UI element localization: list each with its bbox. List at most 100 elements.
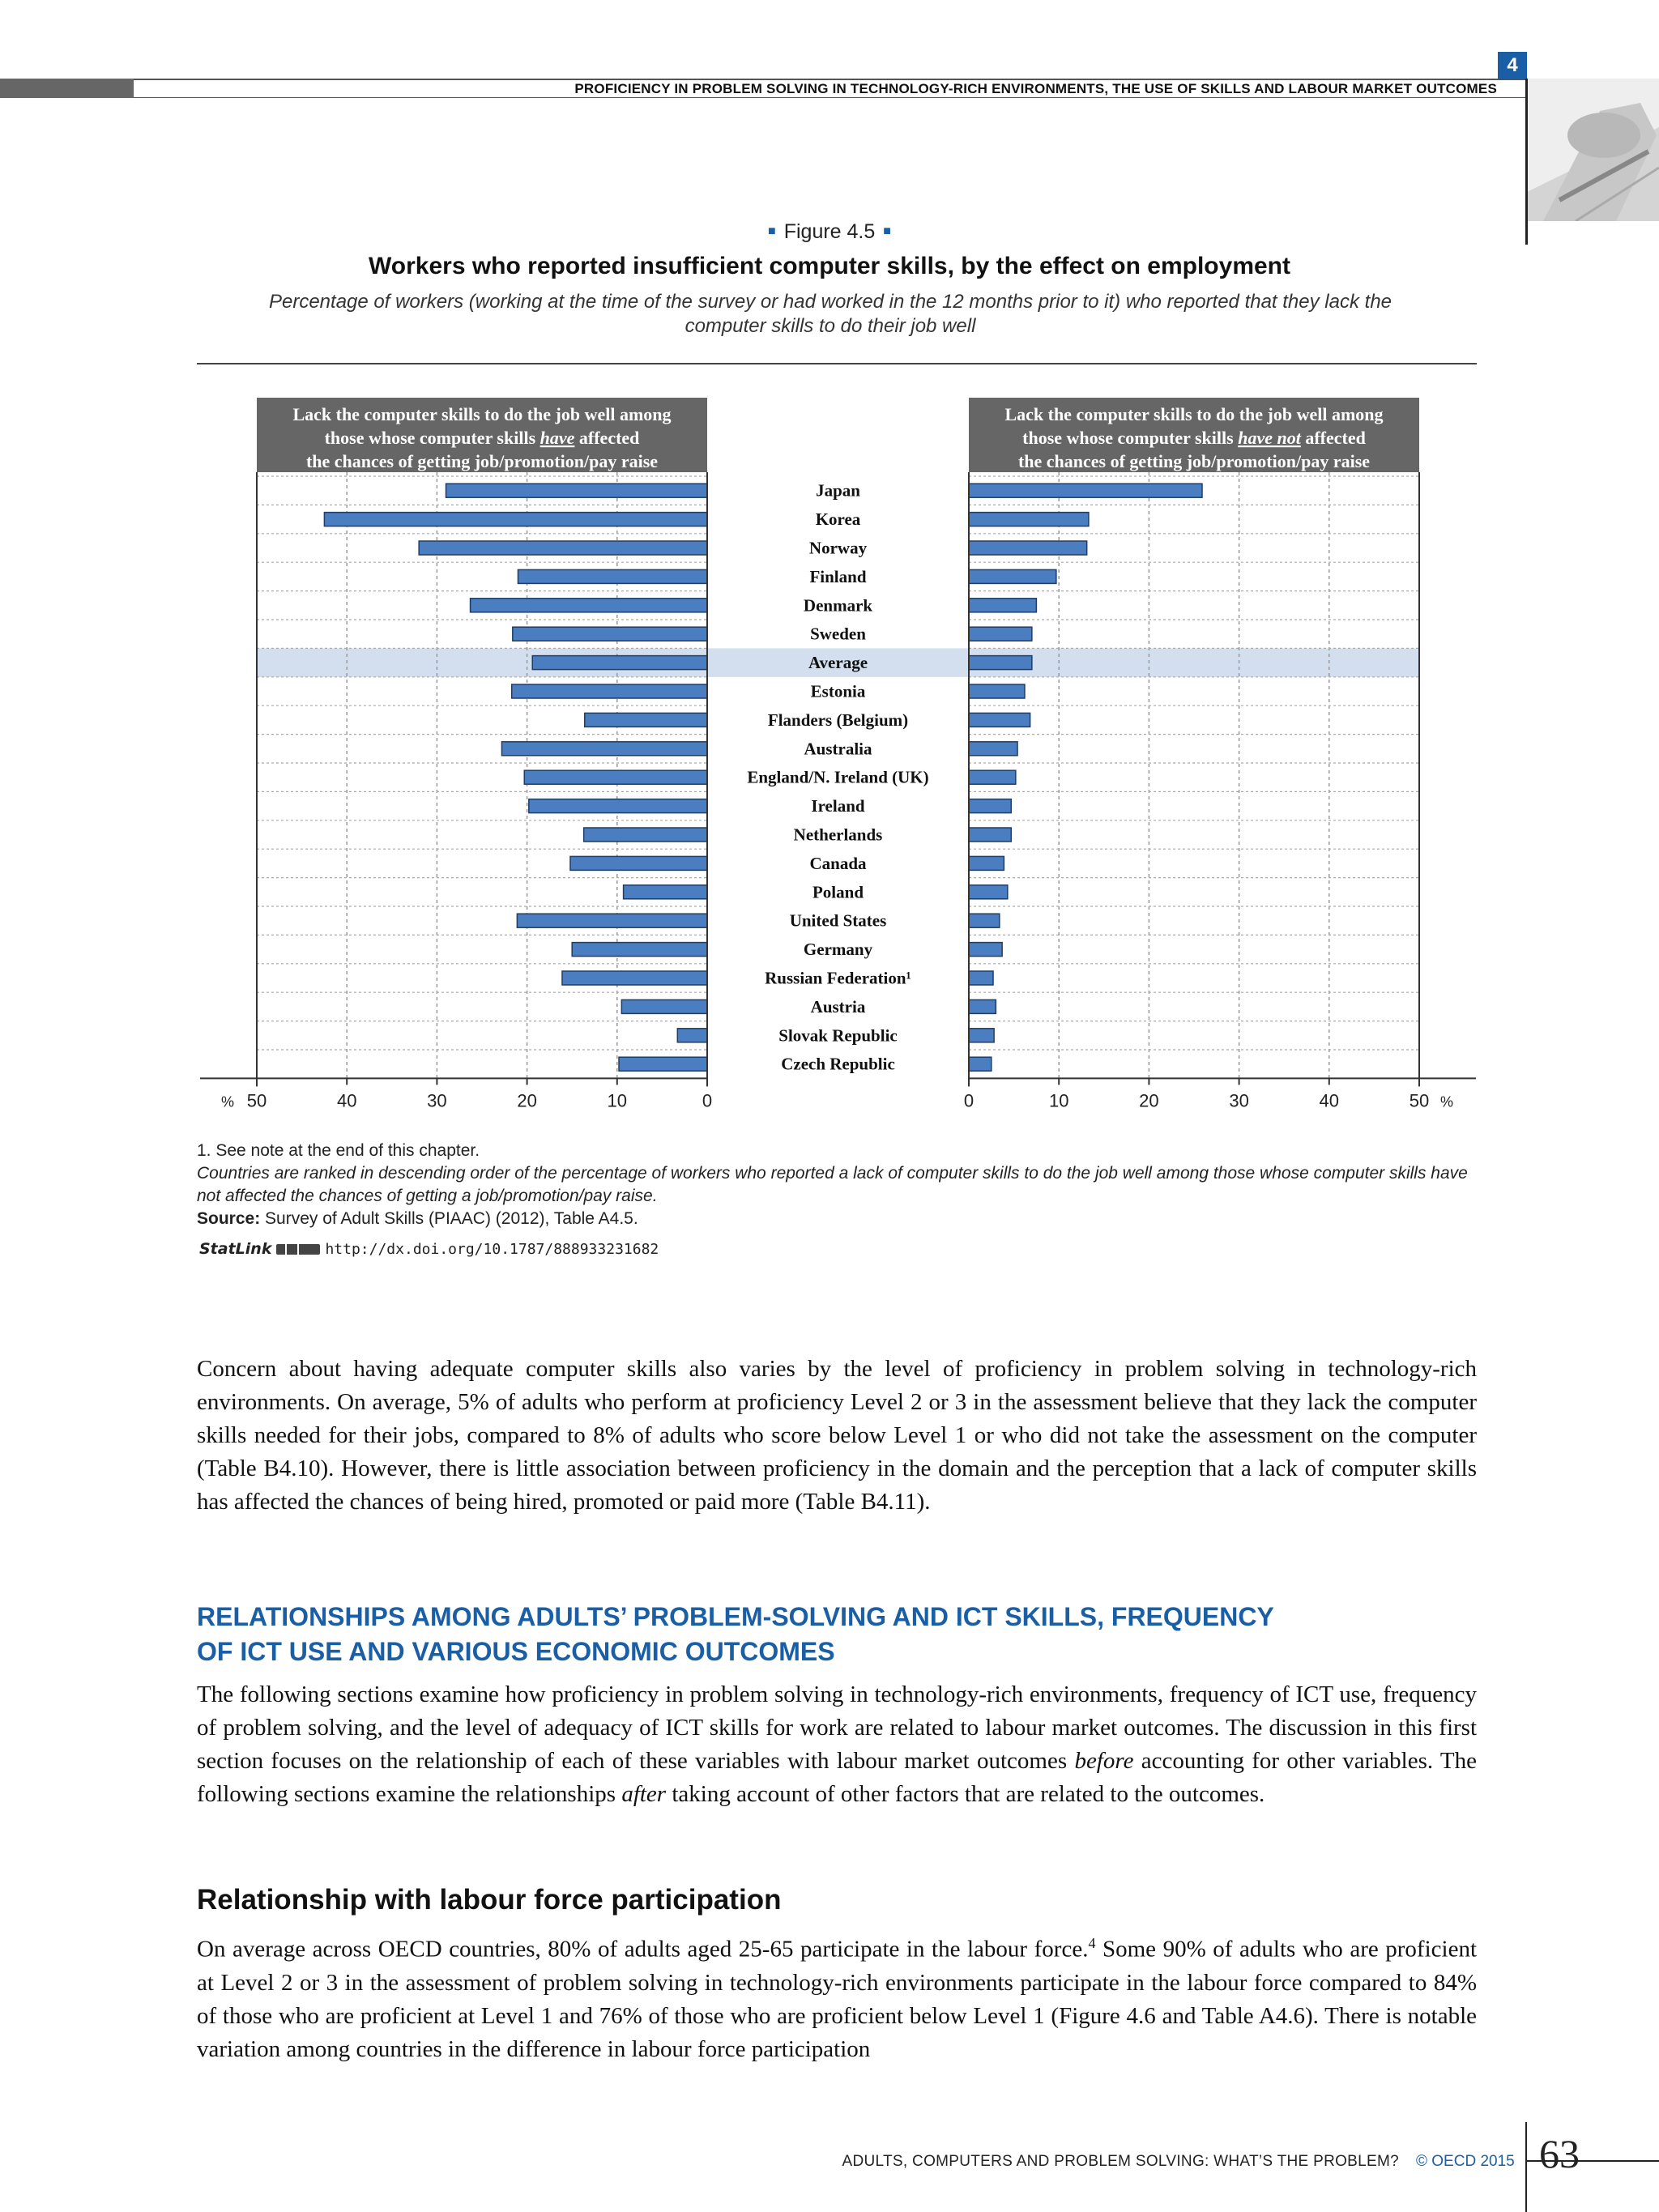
bar-right xyxy=(968,884,1009,900)
bar-left xyxy=(584,712,708,728)
category-label: Korea xyxy=(816,509,861,529)
category-label: Germany xyxy=(804,940,873,959)
category-label: United States xyxy=(790,911,887,931)
figure-chart: Lack the computer skills to do the job w… xyxy=(200,398,1476,1110)
bar-left xyxy=(469,598,708,613)
bar-right xyxy=(968,1056,992,1072)
figure-title: Workers who reported insufficient comput… xyxy=(369,253,1290,279)
bar-right xyxy=(968,626,1033,641)
body-paragraph-1: Concern about having adequate computer s… xyxy=(197,1356,1477,1515)
category-label: Denmark xyxy=(804,595,872,615)
bar-right xyxy=(968,540,1088,556)
left-axis-tick-label: 30 xyxy=(427,1090,446,1110)
right-axis-tick-label: 20 xyxy=(1139,1090,1158,1110)
left-axis-tick-label: 40 xyxy=(337,1090,356,1110)
figure-source: Source: Survey of Adult Skills (PIAAC) (… xyxy=(197,1209,638,1228)
bar-right xyxy=(968,741,1018,757)
bar-left xyxy=(528,798,708,814)
bar-right xyxy=(968,654,1033,671)
bar-left xyxy=(517,569,708,585)
bar-right xyxy=(968,1028,995,1043)
page-number: 63 xyxy=(1539,2131,1580,2176)
header-rule-bottom xyxy=(134,97,1527,98)
panel-header-line: the chances of getting job/promotion/pay… xyxy=(1018,451,1370,471)
statlink-icon xyxy=(276,1244,321,1255)
bar-left xyxy=(512,626,708,641)
panel-header-line: those whose computer skills have affecte… xyxy=(325,428,640,448)
right-axis-tick-label: 30 xyxy=(1229,1090,1248,1110)
header-bar xyxy=(0,79,134,98)
bar-right xyxy=(968,999,997,1015)
category-label: Flanders (Belgium) xyxy=(768,710,908,730)
category-label: Poland xyxy=(812,882,864,901)
panel-header-line: Lack the computer skills to do the job w… xyxy=(1004,404,1383,424)
category-label: Czech Republic xyxy=(781,1055,895,1074)
category-label: Finland xyxy=(809,567,866,586)
bar-right xyxy=(968,913,1000,928)
bar-left xyxy=(621,999,708,1015)
bar-right xyxy=(968,511,1090,527)
statlink-url[interactable]: http://dx.doi.org/10.1787/888933231682 xyxy=(325,1241,659,1258)
category-label: Netherlands xyxy=(794,825,883,845)
statlink-label: StatLink xyxy=(199,1240,272,1258)
bar-right xyxy=(968,798,1013,814)
left-axis-tick-label: 20 xyxy=(517,1090,536,1110)
bar-left xyxy=(622,884,708,900)
figure-ranking-note: Countries are ranked in descending order… xyxy=(197,1164,1468,1205)
right-axis-tick-label: 10 xyxy=(1049,1090,1068,1110)
bar-left xyxy=(571,941,708,957)
bar-left xyxy=(445,483,708,498)
bar-left xyxy=(582,827,708,842)
bar-right xyxy=(968,569,1057,585)
bar-right xyxy=(968,483,1203,498)
figure-subtitle: Percentage of workers (working at the ti… xyxy=(268,291,1392,337)
category-label: Australia xyxy=(804,739,873,758)
right-axis-tick-label: 40 xyxy=(1320,1090,1339,1110)
category-label: Norway xyxy=(809,539,868,558)
left-axis-tick-label: 0 xyxy=(702,1090,712,1110)
bar-left xyxy=(516,913,708,928)
body-paragraph-2: The following sections examine how profi… xyxy=(197,1681,1477,1807)
bar-right xyxy=(968,970,994,986)
left-panel-header xyxy=(257,398,707,472)
chapter-corner-photo xyxy=(1527,79,1659,221)
bar-right xyxy=(968,941,1003,957)
left-axis-unit: % xyxy=(221,1093,234,1110)
category-label: Slovak Republic xyxy=(778,1025,897,1045)
figure-top-rule xyxy=(197,363,1477,364)
bar-left xyxy=(501,741,708,757)
category-label: England/N. Ireland (UK) xyxy=(747,768,928,787)
left-axis-tick-label: 10 xyxy=(608,1090,627,1110)
average-highlight-band xyxy=(257,648,1419,677)
right-panel-header xyxy=(969,398,1419,472)
bar-left xyxy=(523,769,708,785)
section-heading: RELATIONSHIPS AMONG ADULTS’ PROBLEM-SOLV… xyxy=(197,1602,1274,1666)
category-label: Japan xyxy=(816,481,860,501)
bar-left xyxy=(561,970,708,986)
footer-book-title: ADULTS, COMPUTERS AND PROBLEM SOLVING: W… xyxy=(842,2153,1399,2170)
category-label: Estonia xyxy=(811,682,866,701)
bar-left xyxy=(676,1028,708,1043)
category-label: Russian Federation¹ xyxy=(765,969,911,988)
running-head: PROFICIENCY IN PROBLEM SOLVING IN TECHNO… xyxy=(574,81,1497,96)
footer-copyright: © OECD 2015 xyxy=(1416,2153,1515,2170)
category-label: Sweden xyxy=(810,624,866,644)
panel-header-line: Lack the computer skills to do the job w… xyxy=(292,404,671,424)
bar-right xyxy=(968,598,1038,613)
panel-header-line: those whose computer skills have not aff… xyxy=(1022,428,1366,448)
figure-label: ■ Figure 4.5 ■ xyxy=(768,220,891,243)
panel-header-line: the chances of getting job/promotion/pay… xyxy=(306,451,658,471)
bar-left xyxy=(618,1056,708,1072)
chapter-number-badge: 4 xyxy=(1498,52,1527,79)
bar-left xyxy=(569,855,708,872)
right-axis-unit: % xyxy=(1440,1093,1453,1110)
bar-left xyxy=(531,654,708,671)
corner-divider xyxy=(1525,79,1528,245)
category-label: Austria xyxy=(811,997,866,1016)
bar-right xyxy=(968,712,1031,728)
subsection-heading: Relationship with labour force participa… xyxy=(197,1884,782,1916)
figure-note: 1. See note at the end of this chapter. xyxy=(197,1141,480,1160)
statlink[interactable]: StatLink http://dx.doi.org/10.1787/888933… xyxy=(199,1240,659,1258)
bar-right xyxy=(968,769,1017,785)
bar-left xyxy=(418,540,708,556)
